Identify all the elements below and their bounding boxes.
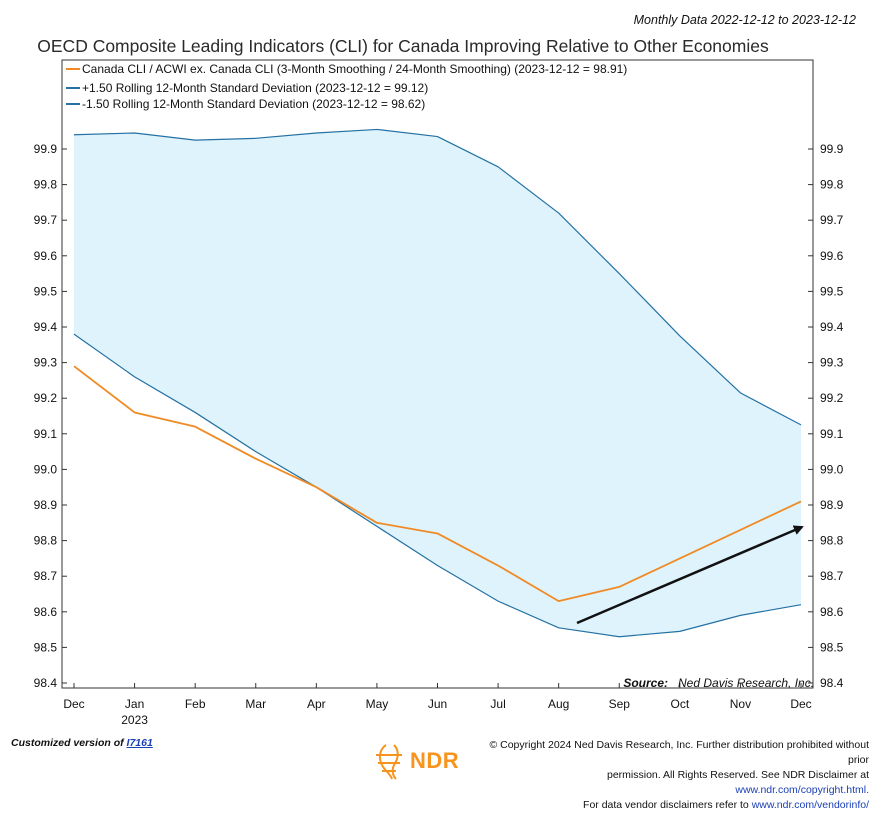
chart-title: OECD Composite Leading Indicators (CLI) …: [37, 36, 769, 56]
y-axis-left: 98.4 98.5 98.6 98.7 98.8 98.9 99.0 99.1 99.2 99.3…: [34, 142, 67, 690]
y-tick-label-left: 98.5: [34, 640, 58, 654]
legend-label-1: +1.50 Rolling 12-Month Standard Deviatio…: [82, 81, 428, 95]
legend-label-0: Canada CLI / ACWI ex. Canada CLI (3-Mont…: [82, 62, 627, 76]
y-tick-label-right: 99.0: [820, 462, 844, 476]
y-tick-label-right: 99.3: [820, 356, 844, 370]
x-tick-label: Apr: [307, 697, 326, 711]
y-tick-label-right: 98.4: [820, 676, 844, 690]
y-tick-label-right: 98.9: [820, 498, 844, 512]
y-axis-right: 98.4 98.5 98.6 98.7 98.8 98.9 99.0 99.1 99.2 99.3…: [808, 142, 844, 690]
y-tick-label-left: 99.6: [34, 249, 58, 263]
y-tick-label-right: 99.6: [820, 249, 844, 263]
y-tick-label-left: 99.0: [34, 462, 58, 476]
series-layer: [73, 128, 802, 638]
y-tick-label-left: 99.4: [34, 320, 58, 334]
series-line-0: [73, 365, 802, 603]
x-tick-label: Oct: [670, 697, 689, 711]
y-tick-label-right: 99.5: [820, 284, 844, 298]
trend-arrow: [576, 525, 804, 625]
series-line-2: [73, 333, 802, 638]
y-tick-label-left: 98.6: [34, 605, 58, 619]
std-dev-band: [74, 129, 801, 637]
chart-id-link[interactable]: I7161: [126, 737, 153, 749]
x-tick-label: Dec: [63, 697, 84, 711]
y-tick-label-left: 99.3: [34, 356, 58, 370]
copyright-line-2: permission. All Rights Reserved. See NDR…: [479, 768, 869, 798]
ndr-logo-text: NDR: [410, 748, 460, 773]
y-tick-label-left: 98.9: [34, 498, 58, 512]
y-tick-label-right: 98.6: [820, 605, 844, 619]
source-value: Ned Davis Research, Inc.: [678, 676, 814, 690]
date-range-label: Monthly Data 2022-12-12 to 2023-12-12: [634, 13, 856, 27]
copyright-line-1: © Copyright 2024 Ned Davis Research, Inc…: [489, 739, 869, 766]
x-year-label: 2023: [121, 713, 148, 727]
x-tick-label: Jul: [490, 697, 505, 711]
y-tick-label-left: 99.8: [34, 178, 58, 192]
y-tick-label-right: 99.1: [820, 427, 844, 441]
copyright-line-3: For data vendor disclaimers refer to www…: [479, 798, 869, 813]
y-tick-label-left: 99.1: [34, 427, 58, 441]
legend: Canada CLI / ACWI ex. Canada CLI (3-Mont…: [63, 61, 627, 115]
x-tick-label: Jun: [428, 697, 447, 711]
series-line-1: [73, 128, 802, 426]
legend-label-2: -1.50 Rolling 12-Month Standard Deviatio…: [82, 97, 425, 111]
y-tick-label-right: 98.5: [820, 640, 844, 654]
y-tick-label-left: 99.2: [34, 391, 58, 405]
y-tick-label-right: 99.8: [820, 178, 844, 192]
source-label: Source:: [623, 676, 668, 690]
customized-note: Customized version of I7161: [11, 737, 153, 749]
x-tick-label: Mar: [245, 697, 266, 711]
y-tick-label-right: 99.4: [820, 320, 844, 334]
y-tick-label-right: 99.2: [820, 391, 844, 405]
x-axis: Dec Jan Feb Mar Apr May Jun Jul Aug Sep Oct Nov Dec 2…: [63, 683, 812, 727]
copyright-line-2-text: permission. All Rights Reserved. See NDR…: [606, 769, 869, 781]
copyright-notice: © Copyright 2024 Ned Davis Research, Inc…: [479, 738, 869, 813]
vendor-info-link[interactable]: www.ndr.com/vendorinfo/: [751, 799, 869, 811]
y-tick-label-left: 99.7: [34, 213, 58, 227]
x-tick-label: Dec: [790, 697, 811, 711]
x-tick-label: Jan: [125, 697, 144, 711]
band-layer: [74, 129, 801, 637]
y-tick-label-right: 99.7: [820, 213, 844, 227]
x-tick-label: May: [366, 697, 389, 711]
y-tick-label-left: 99.9: [34, 142, 58, 156]
y-tick-label-left: 99.5: [34, 284, 58, 298]
y-tick-label-right: 99.9: [820, 142, 844, 156]
y-tick-label-right: 98.8: [820, 534, 844, 548]
y-tick-label-left: 98.7: [34, 569, 58, 583]
copyright-line-3-text: For data vendor disclaimers refer to: [583, 799, 749, 811]
ndr-logo-icon: [376, 744, 402, 780]
copyright-link[interactable]: www.ndr.com/copyright.html.: [735, 784, 869, 796]
customized-prefix: Customized version of: [11, 737, 124, 749]
x-tick-label: Nov: [730, 697, 751, 711]
y-tick-label-right: 98.7: [820, 569, 844, 583]
x-tick-label: Sep: [609, 697, 631, 711]
x-tick-label: Aug: [548, 697, 569, 711]
y-tick-label-left: 98.4: [34, 676, 58, 690]
x-tick-label: Feb: [185, 697, 206, 711]
y-tick-label-left: 98.8: [34, 534, 58, 548]
